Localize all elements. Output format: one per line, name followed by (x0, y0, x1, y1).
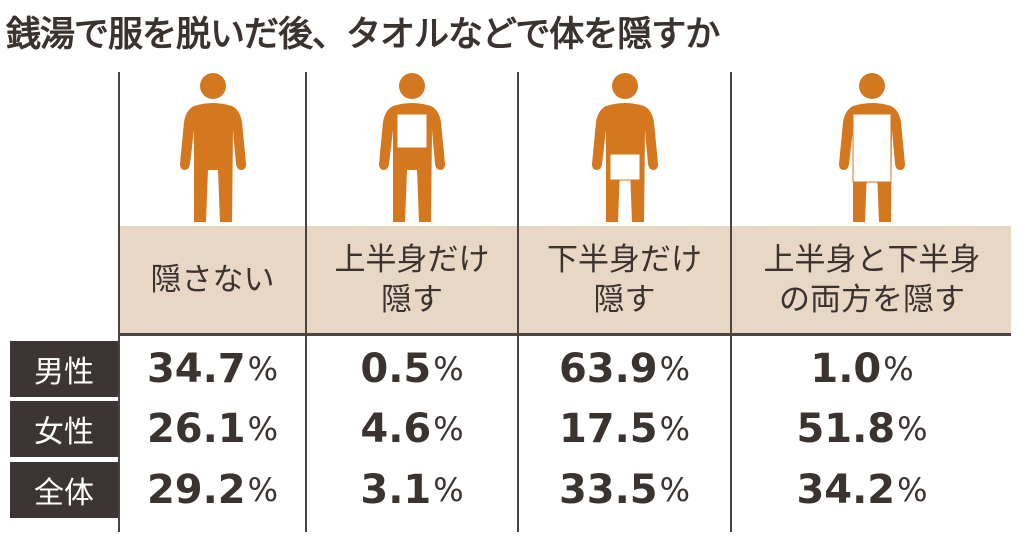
table-cell: 4.6% (307, 401, 517, 457)
column-label-line: 隠す (381, 282, 443, 318)
person-no-towel-icon (168, 72, 258, 222)
table-cell: 34.2% (732, 462, 992, 518)
percent-sign: % (247, 350, 279, 388)
column-label-line: 隠す (593, 282, 656, 318)
cell-value: 34.7 (146, 346, 246, 392)
percent-sign: % (433, 410, 464, 448)
cell-value: 26.1 (146, 406, 246, 452)
cell-value: 34.2 (796, 467, 896, 513)
cell-value: 3.1 (360, 467, 432, 513)
cell-value: 4.6 (360, 406, 432, 452)
divider (305, 72, 307, 532)
percent-sign: % (659, 410, 691, 448)
column-label: 下半身だけ 隠す (519, 226, 730, 334)
cell-value: 1.0 (810, 346, 882, 392)
row-header: 男性 (10, 341, 118, 397)
row-header: 女性 (10, 401, 118, 457)
chart-title: 銭湯で服を脱いだ後、タオルなどで体を隠すか (6, 15, 720, 55)
percent-sign: % (659, 350, 691, 388)
divider (119, 333, 1011, 336)
percent-sign: % (247, 410, 279, 448)
table-cell: 51.8% (732, 401, 992, 457)
table-cell: 1.0% (732, 341, 992, 397)
cell-value: 17.5 (558, 406, 658, 452)
table-cell: 26.1% (120, 401, 305, 457)
table-cell: 17.5% (519, 401, 730, 457)
column-label: 隠さない (120, 226, 305, 334)
table-cell: 0.5% (307, 341, 517, 397)
percent-sign: % (897, 471, 928, 509)
column-label-line: の両方を隠す (779, 282, 965, 318)
row-header: 全体 (10, 462, 118, 518)
header-band (119, 226, 1011, 334)
table-cell: 29.2% (120, 462, 305, 518)
person-lower-towel-icon (580, 72, 670, 222)
cell-value: 0.5 (360, 346, 432, 392)
column-label: 上半身と下半身 の両方を隠す (732, 226, 1012, 334)
column-label-line: 隠さない (150, 262, 275, 298)
column-label: 上半身だけ 隠す (307, 226, 517, 334)
percent-sign: % (883, 350, 914, 388)
percent-sign: % (433, 350, 464, 388)
column-label-line: 上半身だけ (334, 242, 490, 278)
divider (517, 72, 519, 532)
cell-value: 63.9 (558, 346, 658, 392)
percent-sign: % (659, 471, 691, 509)
percent-sign: % (433, 471, 464, 509)
column-label-line: 上半身と下半身 (763, 242, 981, 278)
divider (118, 72, 120, 532)
table-cell: 33.5% (519, 462, 730, 518)
column-label-line: 下半身だけ (547, 242, 702, 278)
cell-value: 33.5 (558, 467, 658, 513)
divider (730, 72, 732, 532)
percent-sign: % (247, 471, 279, 509)
table-cell: 63.9% (519, 341, 730, 397)
cell-value: 51.8 (796, 406, 896, 452)
percent-sign: % (897, 410, 928, 448)
cell-value: 29.2 (146, 467, 246, 513)
person-upper-towel-icon (367, 72, 457, 222)
table-cell: 3.1% (307, 462, 517, 518)
table-cell: 34.7% (120, 341, 305, 397)
person-full-towel-icon (827, 72, 917, 222)
